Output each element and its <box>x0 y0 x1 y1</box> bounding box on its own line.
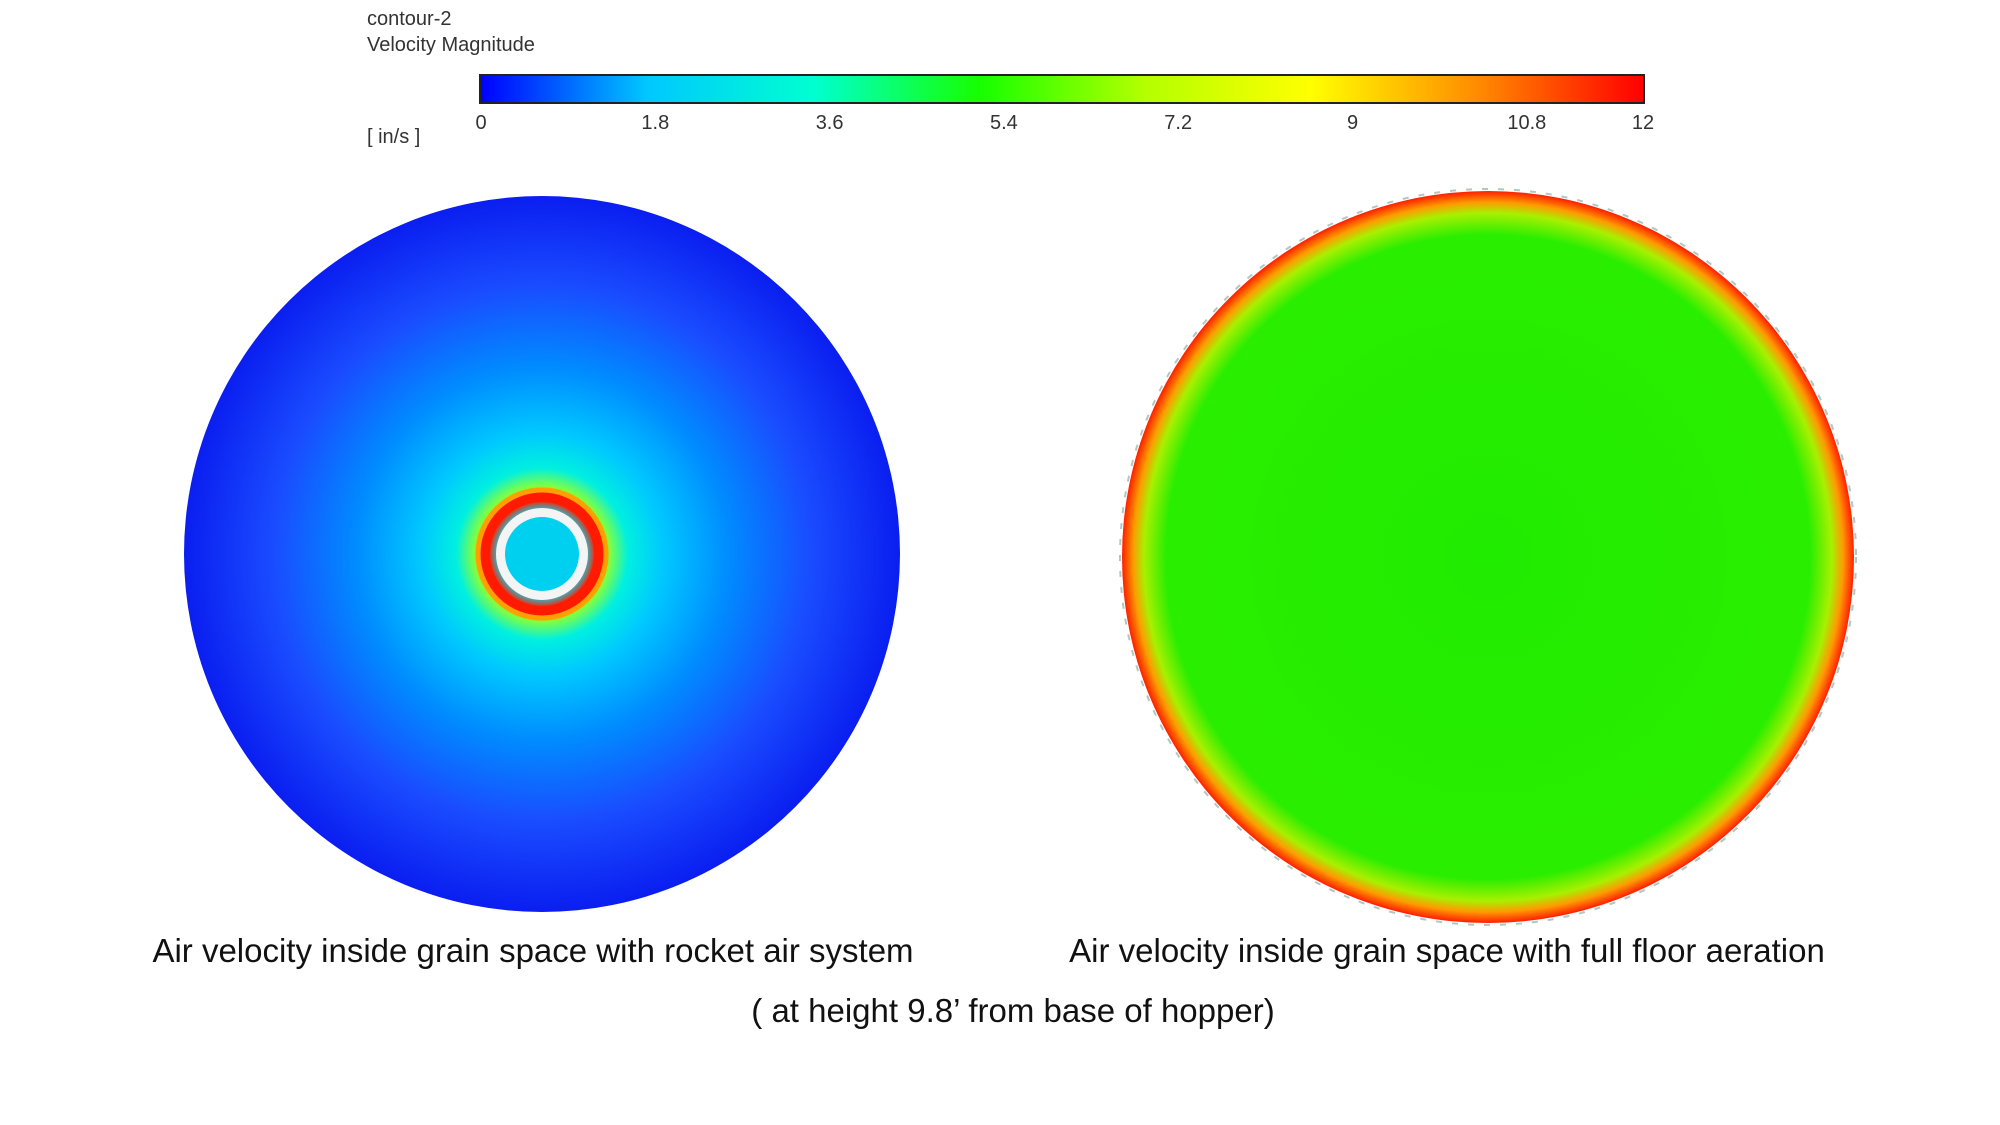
legend-units: [ in/s ] <box>367 126 421 148</box>
colorbar-tick-label: 1.8 <box>641 112 670 134</box>
legend-subtitle: Velocity Magnitude <box>367 34 535 56</box>
colorbar-tick-label: 0 <box>475 112 487 134</box>
colorbar-tick-label: 7.2 <box>1164 112 1193 134</box>
colorbar-tick-label: 3.6 <box>815 112 844 134</box>
caption-height: ( at height 9.8’ from base of hopper) <box>751 992 1275 1029</box>
left-orange-ring <box>475 487 609 621</box>
caption-full-floor: Air velocity inside grain space with ful… <box>1069 932 1825 969</box>
left-core <box>505 517 579 591</box>
caption-rocket-air: Air velocity inside grain space with roc… <box>152 932 914 969</box>
right-contour <box>1119 188 1857 926</box>
colorbar <box>479 74 1645 104</box>
colorbar-tick-label: 9 <box>1346 112 1359 134</box>
left-red-ring <box>480 492 604 616</box>
colorbar-tick-label: 10.8 <box>1507 112 1547 134</box>
legend-title: contour-2 <box>367 8 452 30</box>
right-rim <box>1119 188 1857 926</box>
left-contour <box>184 196 900 912</box>
right-domain <box>1122 191 1854 923</box>
colorbar-tick-label: 12 <box>1631 112 1655 134</box>
colorbar-tick-label: 5.4 <box>989 112 1018 134</box>
